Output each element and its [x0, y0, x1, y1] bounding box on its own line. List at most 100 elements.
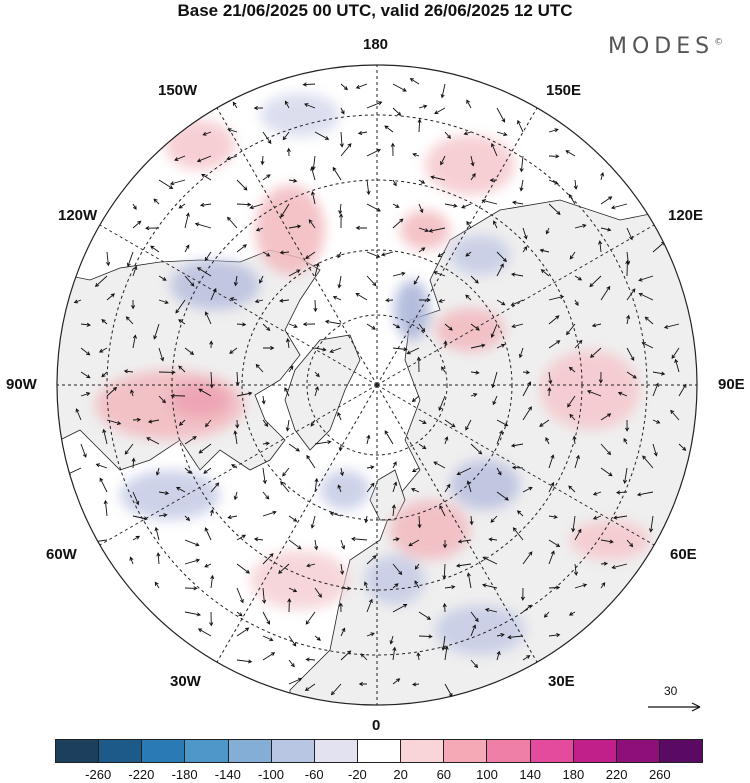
wind-arrow [392, 179, 397, 187]
wind-arrow [170, 393, 186, 398]
wind-arrow [340, 627, 346, 637]
wind-arrow [565, 150, 576, 157]
wind-arrow [518, 347, 524, 359]
wind-arrow [433, 270, 446, 277]
wind-arrow [366, 179, 371, 196]
wind-arrow [470, 611, 479, 623]
wind-arrow [600, 443, 612, 456]
positive-anomaly [250, 550, 350, 610]
wind-arrow [522, 381, 531, 397]
lon-label-90e: 90E [718, 376, 745, 393]
wind-arrow [638, 275, 654, 282]
wind-arrow [444, 203, 458, 208]
wind-arrow [470, 393, 478, 398]
wind-arrow [184, 275, 195, 287]
colorbar-swatch [573, 740, 617, 762]
wind-arrow [253, 106, 264, 111]
wind-arrow [417, 118, 422, 133]
wind-arrow [470, 370, 480, 375]
wind-arrow [496, 491, 509, 501]
wind-arrow [80, 322, 91, 327]
wind-arrow [391, 504, 396, 517]
wind-arrow [232, 101, 238, 109]
wind-arrow [591, 323, 602, 328]
colorbar-tick-label: 260 [648, 767, 671, 782]
positive-anomaly [540, 350, 640, 430]
wind-arrow [262, 491, 270, 500]
wind-arrow [310, 515, 316, 529]
wind-arrow [306, 454, 316, 469]
colorbar-tick-label: 180 [562, 767, 585, 782]
wind-arrow [642, 455, 654, 469]
wind-arrow [390, 142, 395, 157]
wind-arrow [671, 347, 680, 359]
wind-arrow [392, 481, 398, 493]
lon-label-0: 0 [372, 717, 381, 734]
wind-arrow [310, 190, 316, 205]
wind-arrow [440, 155, 446, 166]
wind-arrow [441, 635, 446, 651]
wind-arrow [592, 491, 602, 496]
negative-anomaly [394, 280, 430, 340]
wind-arrow [366, 482, 375, 493]
wind-arrow [204, 311, 212, 325]
wind-arrow [418, 227, 430, 233]
wind-arrow [489, 178, 498, 183]
wind-arrow [233, 430, 238, 445]
wind-arrow [438, 395, 446, 411]
wind-arrow [392, 83, 407, 92]
wind-arrow [548, 179, 559, 185]
wind-arrow [282, 131, 290, 141]
wind-arrow [146, 437, 160, 445]
wind-arrow [305, 657, 316, 662]
wind-arrow [442, 540, 448, 549]
wind-arrow [98, 347, 108, 353]
wind-arrow [287, 598, 292, 613]
colorbar-swatch [487, 740, 531, 762]
wind-arrow [465, 251, 472, 257]
wind-arrow [132, 491, 140, 506]
wind-arrow [308, 219, 316, 229]
wind-arrow [493, 220, 498, 229]
wind-arrow [209, 611, 214, 627]
wind-arrow [566, 323, 576, 336]
wind-arrow [625, 419, 630, 432]
graticule [57, 65, 697, 705]
wind-arrow [338, 203, 343, 215]
wind-arrow [600, 413, 612, 421]
wind-arrow [648, 515, 654, 533]
wind-arrow [623, 437, 628, 445]
wind-arrow [340, 107, 345, 115]
wind-arrow [414, 580, 420, 589]
wind-arrow [158, 513, 168, 518]
positive-anomaly [570, 520, 650, 560]
wind-arrow [522, 370, 531, 375]
modes-logo: MODES© [608, 34, 723, 59]
wind-arrow [437, 251, 446, 258]
wind-arrow [522, 486, 533, 493]
wind-arrow [548, 371, 553, 385]
wind-arrow [262, 635, 274, 642]
wind-arrow [236, 179, 248, 191]
wind-arrow [418, 203, 424, 214]
wind-arrow [355, 83, 368, 89]
wind-arrow [102, 428, 108, 445]
wind-arrow [392, 563, 403, 576]
wind-arrow [567, 395, 576, 408]
wind-arrow [203, 467, 212, 474]
wind-arrow [466, 220, 472, 229]
wind-arrow [641, 342, 654, 349]
wind-arrow [355, 225, 368, 230]
wind-arrow [262, 652, 276, 661]
wind-arrow [481, 198, 498, 205]
colorbar-swatch [185, 740, 229, 762]
wind-arrow [488, 537, 498, 542]
wind-arrow [600, 582, 606, 589]
polar-map [56, 64, 701, 712]
wind-arrow [366, 323, 376, 330]
wind-arrow [314, 262, 320, 277]
wind-arrow [638, 292, 654, 301]
wind-arrow [233, 275, 238, 287]
wind-arrow [612, 515, 628, 520]
wind-arrow [548, 539, 561, 547]
